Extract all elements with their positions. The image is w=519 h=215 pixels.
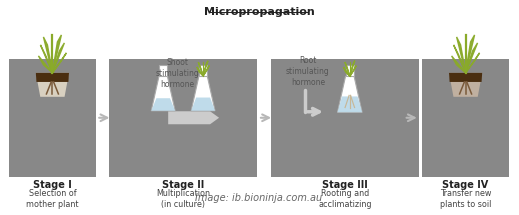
Polygon shape [36, 73, 69, 97]
Polygon shape [38, 56, 52, 73]
FancyBboxPatch shape [110, 59, 257, 177]
Polygon shape [452, 56, 466, 73]
Polygon shape [350, 66, 356, 76]
Polygon shape [191, 76, 215, 111]
Text: Stage II: Stage II [162, 180, 204, 190]
Text: Stage III: Stage III [322, 180, 367, 190]
Polygon shape [52, 35, 61, 73]
Text: Shoot
stimulating
hormone: Shoot stimulating hormone [155, 58, 199, 89]
Bar [346, 65, 354, 76]
Polygon shape [345, 62, 350, 76]
Text: Selection of
mother plant: Selection of mother plant [26, 189, 79, 209]
Polygon shape [203, 66, 209, 76]
Polygon shape [449, 73, 482, 97]
Polygon shape [466, 35, 474, 73]
Polygon shape [466, 53, 480, 73]
Text: Transfer new
plants to soil: Transfer new plants to soil [440, 189, 491, 209]
Polygon shape [44, 37, 52, 73]
Text: Multiplication
(in culture): Multiplication (in culture) [156, 189, 210, 209]
Bar [199, 65, 207, 76]
FancyArrow shape [168, 111, 219, 124]
Polygon shape [350, 61, 355, 76]
Polygon shape [457, 37, 466, 73]
Polygon shape [151, 76, 175, 111]
Text: Image: ib.bioninja.com.au: Image: ib.bioninja.com.au [196, 193, 323, 203]
FancyBboxPatch shape [421, 59, 510, 177]
Polygon shape [454, 45, 466, 73]
Polygon shape [197, 67, 203, 76]
Polygon shape [337, 76, 362, 112]
Polygon shape [203, 61, 208, 76]
Polygon shape [191, 98, 215, 111]
Polygon shape [40, 45, 52, 73]
Text: Root
stimulating
hormone: Root stimulating hormone [286, 56, 330, 87]
Text: Stage IV: Stage IV [443, 180, 489, 190]
Polygon shape [52, 43, 64, 73]
Polygon shape [151, 98, 175, 111]
Text: Stage I: Stage I [33, 180, 72, 190]
Polygon shape [337, 96, 362, 112]
Polygon shape [344, 67, 350, 76]
FancyBboxPatch shape [8, 59, 97, 177]
Polygon shape [466, 43, 477, 73]
Bar [159, 65, 167, 76]
Polygon shape [52, 53, 66, 73]
Text: Rooting and
acclimatizing: Rooting and acclimatizing [318, 189, 372, 209]
Polygon shape [36, 73, 69, 82]
Text: Micropropagation: Micropropagation [203, 7, 315, 17]
Polygon shape [449, 73, 482, 82]
FancyBboxPatch shape [271, 59, 419, 177]
Polygon shape [198, 62, 203, 76]
